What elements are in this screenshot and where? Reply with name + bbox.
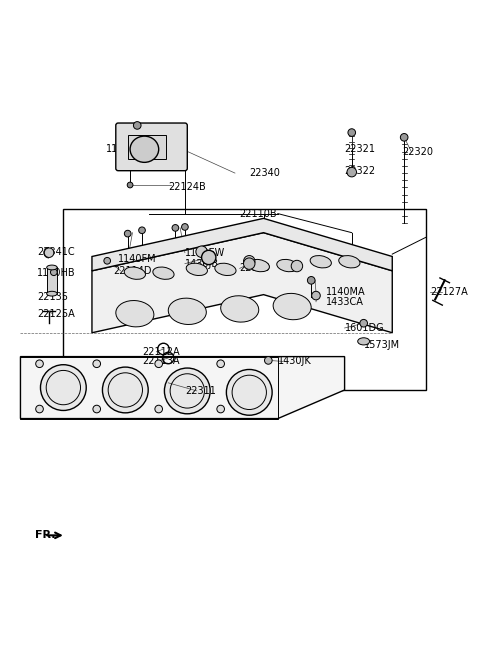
Circle shape	[155, 405, 163, 413]
Circle shape	[133, 121, 141, 129]
Text: 22112A: 22112A	[142, 347, 180, 357]
Bar	[63, 209, 426, 390]
Polygon shape	[92, 218, 392, 271]
Text: 22129: 22129	[240, 264, 271, 274]
Circle shape	[44, 248, 54, 257]
Circle shape	[347, 167, 357, 177]
Circle shape	[124, 230, 131, 237]
Text: 22340: 22340	[249, 168, 280, 178]
Ellipse shape	[215, 263, 236, 276]
Text: 22135: 22135	[37, 292, 68, 302]
Text: 22124B: 22124B	[168, 182, 206, 192]
Circle shape	[291, 260, 303, 272]
Circle shape	[400, 134, 408, 141]
Circle shape	[50, 269, 57, 276]
Text: 1573JM: 1573JM	[364, 340, 400, 350]
Circle shape	[102, 367, 148, 413]
Circle shape	[360, 319, 368, 327]
Circle shape	[165, 368, 210, 414]
Circle shape	[172, 224, 179, 231]
Ellipse shape	[310, 256, 331, 268]
Ellipse shape	[221, 296, 259, 322]
Circle shape	[127, 182, 133, 188]
Ellipse shape	[358, 338, 370, 345]
Circle shape	[181, 224, 188, 230]
Text: 1430JK: 1430JK	[278, 356, 312, 366]
Circle shape	[348, 129, 356, 136]
Bar	[128, 135, 166, 159]
Text: 22320: 22320	[402, 147, 433, 157]
Ellipse shape	[116, 300, 154, 327]
Ellipse shape	[273, 293, 311, 319]
Bar	[21, 357, 278, 419]
Circle shape	[227, 369, 272, 415]
Circle shape	[196, 246, 207, 257]
Circle shape	[155, 360, 163, 367]
Ellipse shape	[277, 259, 298, 272]
Text: 22321: 22321	[345, 144, 375, 154]
Polygon shape	[92, 233, 392, 333]
Text: 1140FM: 1140FM	[118, 254, 157, 264]
Text: 22127A: 22127A	[431, 287, 468, 297]
Circle shape	[139, 227, 145, 234]
Text: 1140HB: 1140HB	[37, 268, 76, 278]
Ellipse shape	[124, 267, 145, 279]
Text: 22341C: 22341C	[37, 247, 75, 256]
Ellipse shape	[248, 259, 269, 272]
Circle shape	[93, 405, 100, 413]
Text: 22114D: 22114D	[113, 266, 152, 276]
Text: 22311: 22311	[185, 386, 216, 396]
Polygon shape	[21, 357, 345, 419]
Ellipse shape	[168, 298, 206, 325]
Circle shape	[104, 257, 110, 264]
FancyBboxPatch shape	[116, 123, 187, 171]
Circle shape	[243, 256, 255, 267]
Text: 22125A: 22125A	[37, 309, 75, 319]
Ellipse shape	[130, 136, 159, 162]
Circle shape	[264, 357, 272, 364]
Circle shape	[36, 360, 43, 367]
Text: 1140FP: 1140FP	[106, 144, 143, 154]
Text: 22110B: 22110B	[240, 209, 277, 218]
Circle shape	[243, 258, 255, 270]
Ellipse shape	[47, 291, 57, 296]
Text: 1140EW: 1140EW	[185, 248, 225, 258]
Text: FR.: FR.	[35, 530, 55, 541]
Circle shape	[217, 360, 225, 367]
Circle shape	[93, 360, 100, 367]
Text: 1433CA: 1433CA	[325, 297, 363, 307]
Circle shape	[36, 405, 43, 413]
Circle shape	[40, 365, 86, 411]
Circle shape	[312, 291, 320, 300]
Text: 1140MA: 1140MA	[325, 287, 365, 297]
Bar	[47, 268, 57, 294]
Ellipse shape	[153, 267, 174, 279]
Text: 22113A: 22113A	[142, 356, 180, 366]
Text: 1601DG: 1601DG	[345, 323, 384, 333]
Text: 22322: 22322	[345, 166, 376, 176]
Ellipse shape	[47, 265, 57, 270]
Text: 1430JB: 1430JB	[185, 258, 219, 269]
Circle shape	[307, 277, 315, 284]
Circle shape	[217, 405, 225, 413]
Ellipse shape	[186, 263, 207, 276]
Ellipse shape	[339, 256, 360, 268]
Circle shape	[202, 251, 216, 264]
